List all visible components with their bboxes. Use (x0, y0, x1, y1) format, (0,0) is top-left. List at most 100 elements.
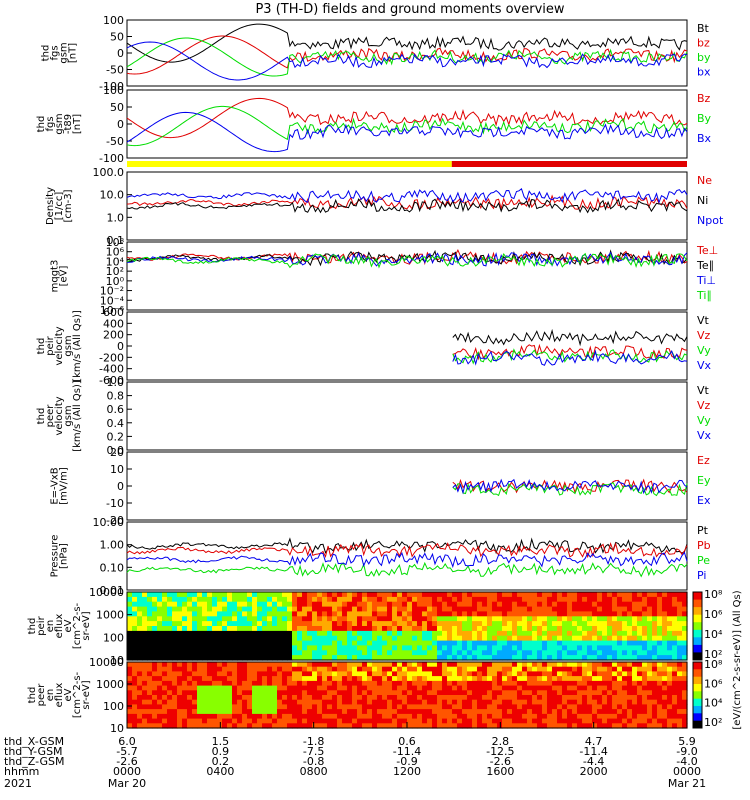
heatmap-cell (152, 596, 158, 603)
heatmap-cell (167, 635, 173, 642)
heatmap-cell (557, 718, 563, 724)
colorbar-segment (693, 662, 702, 670)
heatmap-cell (272, 662, 278, 668)
heatmap-cell (537, 606, 543, 613)
colorbar-segment (693, 637, 702, 646)
heatmap-cell (407, 676, 413, 682)
heatmap-cell (177, 699, 183, 705)
heatmap-cell (402, 601, 408, 608)
heatmap-cell (652, 635, 658, 642)
heatmap-cell (607, 704, 613, 710)
heatmap-cell (422, 601, 428, 608)
heatmap-cell (432, 685, 438, 691)
heatmap-cell (277, 655, 283, 661)
heatmap-cell (232, 676, 238, 682)
heatmap-cell (577, 601, 583, 608)
heatmap-cell (532, 621, 538, 627)
heatmap-cell (387, 655, 393, 661)
heatmap-cell (457, 592, 463, 598)
heatmap-cell (387, 616, 393, 622)
heatmap-cell (532, 690, 538, 696)
heatmap-cell (182, 601, 188, 608)
heatmap-cell (172, 616, 178, 622)
x-tick-label: 4.7 (585, 735, 603, 748)
heatmap-cell (147, 709, 153, 715)
heatmap-cell (437, 592, 443, 598)
heatmap-cell (672, 626, 678, 632)
heatmap-cell (182, 718, 188, 724)
heatmap-cell (222, 596, 228, 603)
heatmap-cell (517, 640, 523, 647)
x-tick-label: 1600 (486, 765, 514, 778)
series-Pe-line (126, 561, 688, 578)
heatmap-cell (567, 635, 573, 642)
heatmap-cell (357, 655, 363, 661)
heatmap-cell (537, 616, 543, 622)
heatmap-cell (442, 685, 448, 691)
heatmap-cell (322, 666, 328, 672)
panel-frame (126, 241, 688, 311)
heatmap-cell (502, 630, 508, 637)
heatmap-cell (557, 662, 563, 668)
heatmap-cell (332, 635, 338, 642)
heatmap-cell (187, 601, 193, 608)
heatmap-cell (282, 676, 288, 682)
heatmap-cell (402, 606, 408, 613)
heatmap-cell (342, 601, 348, 608)
heatmap-cell (482, 662, 488, 668)
heatmap-cell (397, 626, 403, 632)
heatmap-cell (247, 723, 253, 729)
heatmap-cell (227, 592, 233, 598)
heatmap-cell (237, 616, 243, 622)
panel-9: 10000100010010thdpeirenefluxeV[cm^2-s-sr… (27, 586, 688, 667)
heatmap-cell (242, 630, 248, 637)
heatmap-cell (522, 596, 528, 603)
heatmap-cell (242, 621, 248, 627)
heatmap-cell (467, 690, 473, 696)
heatmap-cell (227, 611, 233, 617)
heatmap-cell (207, 685, 213, 691)
heatmap-cell (572, 718, 578, 724)
y-axis-label: gsm (59, 42, 70, 63)
y-axis-label: sr-eV] (81, 611, 92, 640)
heatmap-cell (182, 596, 188, 603)
heatmap-cell (622, 596, 628, 603)
heatmap-cell (287, 709, 293, 715)
heatmap-cell (627, 645, 633, 651)
y-axis-label: eflux (54, 683, 65, 708)
heatmap-cell (367, 713, 373, 720)
heatmap-cell (232, 596, 238, 603)
heatmap-cell (507, 699, 513, 705)
heatmap-cell (657, 606, 663, 613)
panel-frame (126, 591, 688, 661)
heatmap-cell (472, 690, 478, 696)
heatmap-cell (262, 680, 268, 687)
heatmap-cell (582, 650, 588, 656)
heatmap-cell (657, 695, 663, 701)
heatmap-cell (502, 695, 508, 701)
heatmap-cell (177, 709, 183, 715)
heatmap-cell (427, 616, 433, 622)
heatmap-cell (582, 630, 588, 637)
heatmap-cell (242, 662, 248, 668)
heatmap-cell (512, 676, 518, 682)
heatmap-cell (442, 704, 448, 710)
heatmap-cell (607, 718, 613, 724)
heatmap-cell (137, 592, 143, 598)
heatmap-cell (597, 718, 603, 724)
heatmap-cell (437, 655, 443, 661)
heatmap-cell (212, 676, 218, 682)
heatmap-cell (352, 662, 358, 668)
heatmap-cell (307, 718, 313, 724)
heatmap-cell (612, 671, 618, 677)
heatmap-cell (647, 723, 653, 729)
heatmap-cell (442, 592, 448, 598)
heatmap-cell (447, 655, 453, 661)
heatmap-cell (442, 650, 448, 656)
heatmap-cell (222, 680, 228, 687)
heatmap-cell (127, 690, 133, 696)
heatmap-cell (517, 723, 523, 729)
heatmap-cell (332, 596, 338, 603)
heatmap-cell (477, 680, 483, 687)
heatmap-cell (447, 606, 453, 613)
